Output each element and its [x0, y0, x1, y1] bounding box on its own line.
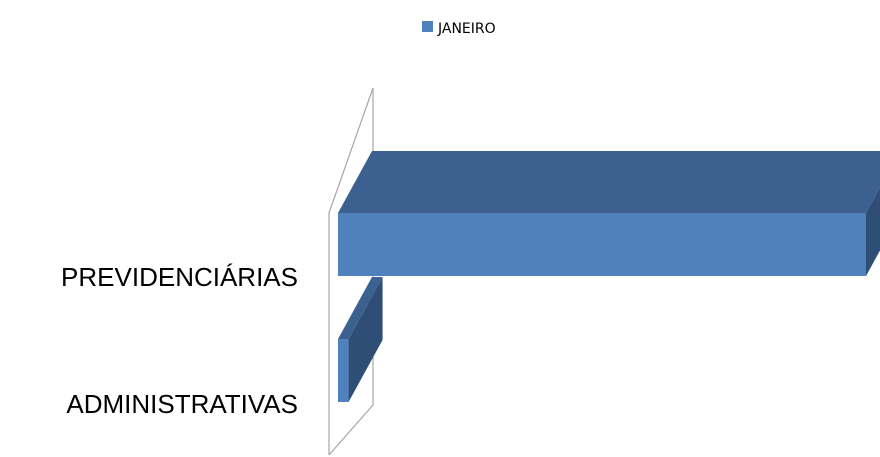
bar-top-face — [338, 277, 383, 339]
bar-front-face — [338, 339, 349, 402]
bar-side-face — [866, 187, 880, 276]
legend-label: JANEIRO — [437, 21, 496, 37]
category-labels: PREVIDENCIÁRIAS ADMINISTRATIVAS — [61, 262, 298, 419]
wall-bottom-edge — [328, 404, 374, 456]
bar-top-face — [338, 151, 880, 213]
wall-top-edge — [328, 87, 374, 214]
bar-front-face — [338, 213, 866, 276]
bar-side-face — [348, 277, 383, 402]
bar-previdenciarias — [338, 151, 880, 276]
bar-administrativas — [338, 277, 383, 402]
bars — [338, 151, 880, 402]
category-label-previdenciarias: PREVIDENCIÁRIAS — [61, 262, 298, 292]
legend-swatch — [422, 21, 433, 32]
category-label-administrativas: ADMINISTRATIVAS — [66, 389, 298, 419]
legend: JANEIRO — [422, 21, 496, 37]
